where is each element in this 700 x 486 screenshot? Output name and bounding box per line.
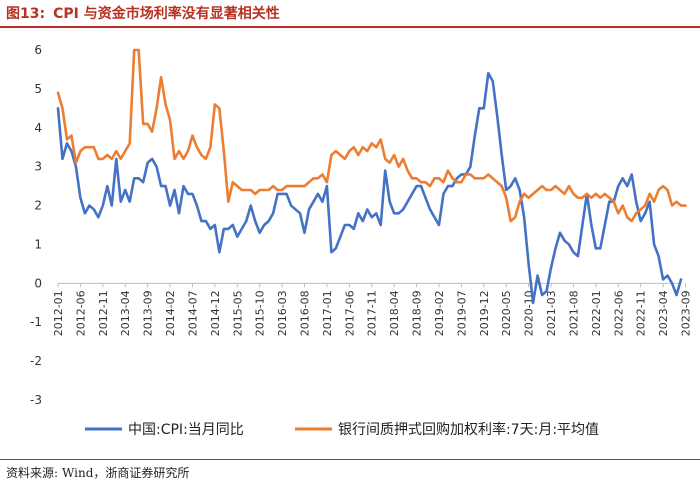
figure-number: 图13: <box>6 6 46 22</box>
x-tick-label: 2015-10 <box>254 290 267 336</box>
x-tick-label: 2022-01 <box>590 290 603 336</box>
y-tick-label: 6 <box>34 43 42 57</box>
source-rule <box>0 459 700 460</box>
y-tick-label: -3 <box>30 393 42 407</box>
x-tick-label: 2021-03 <box>545 290 558 336</box>
x-tick-label: 2019-07 <box>455 290 468 336</box>
x-tick-label: 2014-12 <box>209 290 222 336</box>
y-tick-label: 5 <box>34 82 42 96</box>
rate-series-line <box>56 48 687 223</box>
x-tick-label: 2022-06 <box>612 290 625 336</box>
source-text: Wind，浙商证券研究所 <box>62 466 190 480</box>
series-layer <box>56 48 687 305</box>
legend-label-cpi: 中国:CPI:当月同比 <box>128 422 244 438</box>
x-tick-label: 2019-12 <box>478 290 491 336</box>
title-rule <box>0 26 700 28</box>
y-tick-label: -2 <box>30 354 42 368</box>
y-tick-label: 1 <box>34 237 42 251</box>
x-tick-label: 2023-04 <box>657 290 670 336</box>
x-tick-label: 2015-05 <box>231 290 244 336</box>
x-tick-label: 2014-07 <box>186 290 199 336</box>
legend: 中国:CPI:当月同比 银行间质押式回购加权利率:7天:月:平均值 <box>85 421 599 438</box>
x-tick-label: 2013-04 <box>119 290 132 336</box>
x-tick-label: 2016-03 <box>276 290 289 336</box>
figure-title: 图13: CPI 与资金市场利率没有显著相关性 <box>6 3 288 23</box>
x-tick-label: 2017-11 <box>366 290 379 336</box>
y-tick-label: 2 <box>34 199 42 213</box>
x-tick-label: 2021-08 <box>567 290 580 336</box>
x-tick-label: 2016-08 <box>299 290 312 336</box>
y-tick-label: 3 <box>34 160 42 174</box>
x-tick-label: 2014-02 <box>164 290 177 336</box>
axis-layer: -3 -2 -1 0 1 2 3 4 5 6 2012-01 2012-06 2012-11 2013-0… <box>30 43 692 407</box>
x-tick-label: 2023-09 <box>679 290 692 336</box>
x-tick-label: 2018-09 <box>411 290 424 336</box>
x-tick-label: 2012-11 <box>97 290 110 336</box>
y-tick-label: 4 <box>34 121 42 135</box>
x-tick-label: 2012-01 <box>52 290 65 336</box>
cpi-series-line <box>56 72 683 305</box>
x-tick-label: 2020-05 <box>500 290 513 336</box>
x-tick-label: 2012-06 <box>74 290 87 336</box>
x-tick-label: 2017-06 <box>343 290 356 336</box>
x-tick-label: 2019-02 <box>433 290 446 336</box>
y-tick-label: 0 <box>34 276 42 290</box>
x-tick-label: 2017-01 <box>321 290 334 336</box>
figure-title-text: CPI 与资金市场利率没有显著相关性 <box>53 6 280 22</box>
source-note: 资料来源: Wind，浙商证券研究所 <box>6 464 193 481</box>
x-tick-label: 2022-11 <box>635 290 648 336</box>
x-tick-label: 2013-09 <box>142 290 155 336</box>
legend-label-rate: 银行间质押式回购加权利率:7天:月:平均值 <box>338 421 599 438</box>
x-tick-label: 2018-04 <box>388 290 401 336</box>
y-tick-label: -1 <box>30 315 42 329</box>
source-label: 资料来源: <box>6 466 59 480</box>
